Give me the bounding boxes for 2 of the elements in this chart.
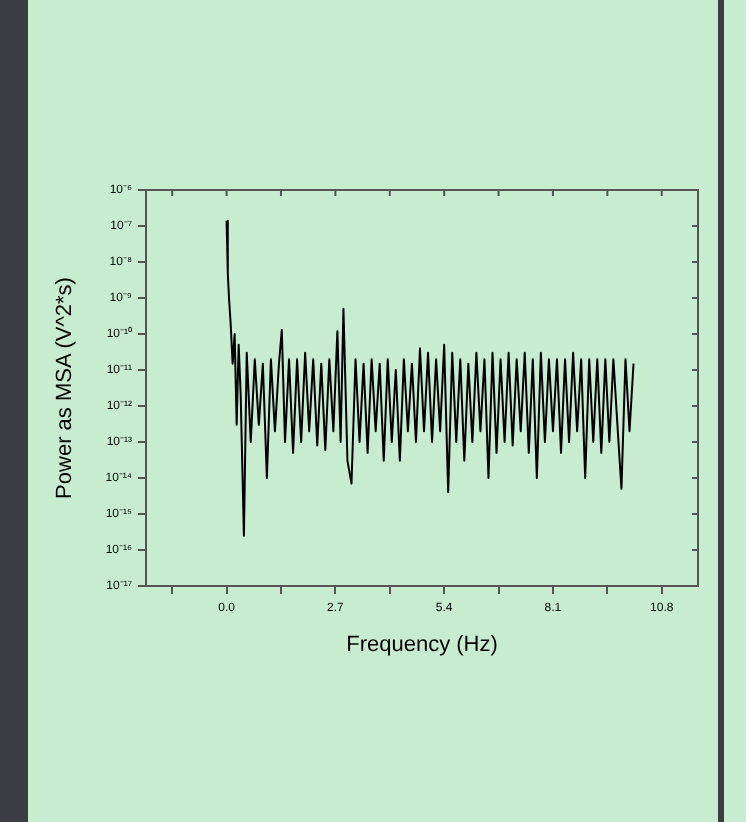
y-axis-title: Power as MSA (V^2*s) (53, 277, 78, 499)
x-axis-title: Frequency (Hz) (346, 632, 498, 657)
